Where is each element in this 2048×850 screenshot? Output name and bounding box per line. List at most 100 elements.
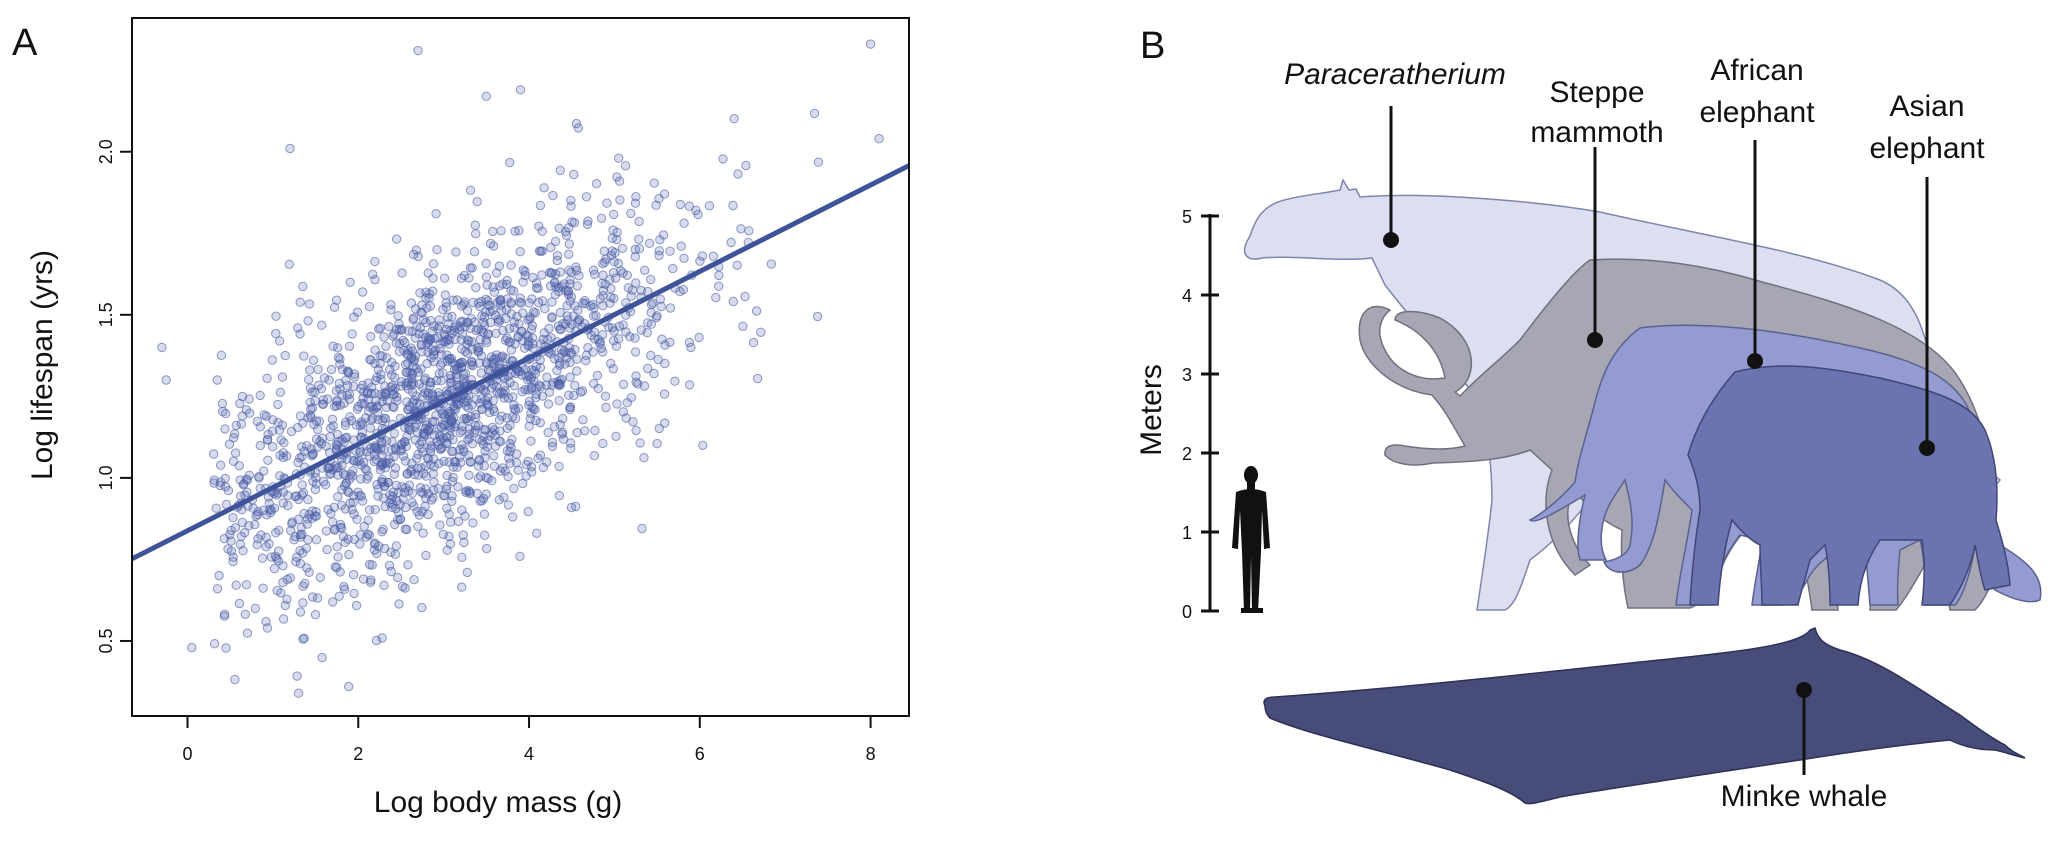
- scatter-point: [728, 296, 738, 307]
- scatter-point: [568, 311, 579, 321]
- scatter-point: [479, 431, 489, 441]
- scatter-point: [548, 190, 558, 201]
- scatter-point: [479, 320, 490, 331]
- scatter-point: [273, 399, 283, 410]
- scatter-point: [220, 424, 230, 434]
- scatter-point: [377, 633, 387, 643]
- scatter-point: [582, 219, 593, 230]
- scatter-point: [274, 336, 285, 346]
- scatter-point: [266, 552, 277, 562]
- scatter-point: [348, 381, 359, 392]
- scatter-point: [390, 549, 401, 559]
- scatter-point: [389, 329, 399, 339]
- scatter-point: [571, 262, 581, 272]
- meters-axis: 0 1 2 3 4 5 Meters: [1135, 207, 1219, 622]
- scatter-point: [538, 462, 548, 473]
- scatter-point: [431, 410, 441, 420]
- scatter-point: [744, 226, 754, 236]
- scatter-point: [580, 426, 590, 436]
- scatter-point: [465, 185, 476, 196]
- scatter-point: [471, 229, 481, 239]
- scatter-point: [483, 392, 493, 403]
- scatter-point: [295, 607, 306, 617]
- scatter-point: [487, 476, 497, 486]
- scatter-point: [477, 311, 487, 321]
- scatter-point: [349, 534, 360, 545]
- scatter-point: [406, 353, 416, 363]
- scatter-point: [432, 245, 442, 255]
- scatter-point: [636, 325, 646, 335]
- scatter-point: [251, 511, 261, 521]
- scatter-point: [528, 272, 538, 283]
- scatter-point: [732, 260, 742, 270]
- scatter-point: [597, 278, 607, 289]
- scatter-point: [402, 367, 412, 377]
- scatter-point: [520, 266, 530, 277]
- scatter-point: [449, 456, 460, 467]
- scatter-point: [295, 453, 305, 463]
- scatter-point: [304, 374, 314, 385]
- scatter-point: [282, 594, 292, 604]
- scatter-point: [394, 347, 405, 357]
- scatter-point: [245, 408, 255, 418]
- scatter-point: [379, 580, 389, 590]
- scatter-point: [659, 189, 670, 199]
- scatter-point: [272, 585, 282, 596]
- scatter-point: [555, 360, 565, 370]
- scatter-point: [491, 350, 502, 360]
- scatter-point: [543, 399, 554, 409]
- scatter-point: [384, 560, 395, 571]
- scatter-point: [236, 531, 247, 542]
- scatter-point: [375, 323, 385, 333]
- scatter-point: [554, 223, 564, 234]
- scatter-point: [527, 294, 537, 304]
- scatter-point: [581, 192, 592, 202]
- scatter-point: [639, 453, 649, 463]
- x-tick-label: 4: [524, 744, 534, 764]
- scatter-point: [457, 582, 467, 592]
- scatter-point: [277, 372, 288, 382]
- y-axis-title: Log lifespan (yrs): [26, 250, 59, 480]
- scatter-point: [397, 581, 408, 592]
- scatter-point: [441, 484, 452, 494]
- scatter-point: [525, 314, 535, 324]
- scatter-point: [224, 439, 235, 449]
- scatter-point: [597, 330, 608, 340]
- scatter-point: [262, 373, 272, 383]
- scatter-point: [606, 292, 616, 302]
- scatter-point: [372, 548, 382, 559]
- scatter-point: [449, 364, 460, 375]
- scatter-point: [278, 561, 288, 571]
- scatter-point: [325, 432, 335, 442]
- scatter-point: [504, 337, 514, 347]
- scatter-point: [335, 359, 345, 369]
- scatter-point: [292, 671, 302, 681]
- scatter-point: [273, 546, 284, 556]
- scatter-point: [417, 347, 427, 357]
- meters-tick-0: 0: [1182, 602, 1192, 622]
- scatter-point: [698, 440, 708, 450]
- scatter-point: [598, 438, 608, 449]
- scatter-point: [242, 628, 253, 638]
- scatter-point: [295, 297, 305, 307]
- scatter-point: [409, 501, 419, 511]
- scatter-point: [471, 282, 481, 293]
- scatter-point: [388, 389, 398, 399]
- human-silhouette: [1232, 466, 1270, 613]
- scatter-point: [398, 451, 409, 461]
- x-axis-title: Log body mass (g): [374, 786, 622, 819]
- scatter-point: [613, 334, 624, 344]
- scatter-point: [319, 373, 330, 383]
- scatter-point: [560, 347, 571, 357]
- scatter-point: [276, 435, 286, 445]
- scatter-point: [464, 450, 474, 461]
- scatter-point: [333, 343, 343, 353]
- scatter-point: [708, 251, 718, 261]
- scatter-point: [711, 292, 721, 303]
- scatter-point: [295, 329, 305, 339]
- scatter-point: [482, 337, 492, 348]
- scatter-point: [267, 355, 277, 365]
- scatter-point: [370, 256, 380, 267]
- scatter-point: [513, 465, 523, 475]
- scatter-point: [565, 357, 575, 368]
